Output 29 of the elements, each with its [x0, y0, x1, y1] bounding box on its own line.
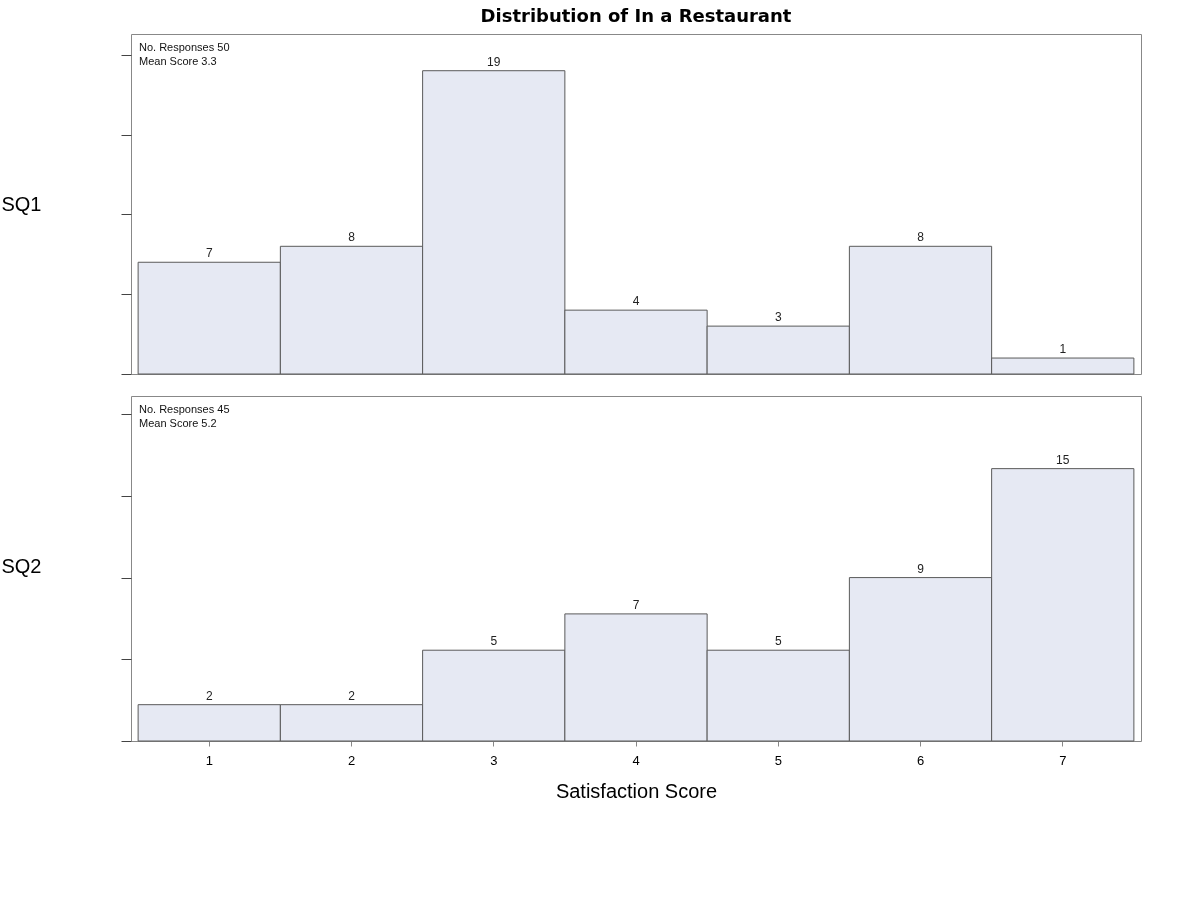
- x-tick-label: 3: [490, 752, 498, 768]
- data-label: 2: [348, 688, 356, 703]
- data-label: 9: [917, 561, 925, 576]
- chart-title: Distribution of In a Restaurant: [480, 5, 792, 26]
- data-label: 7: [632, 597, 640, 612]
- x-tick-label: 6: [916, 752, 925, 768]
- data-label: 15: [1056, 452, 1070, 467]
- data-label: 1: [1059, 342, 1067, 357]
- annotation: No. Responses 45: [139, 403, 230, 415]
- y-axis-title: SQ2: [1, 554, 42, 577]
- y-axis-title: SQ1: [1, 192, 42, 215]
- data-label: 8: [917, 230, 925, 245]
- annotation: No. Responses 50: [139, 41, 230, 53]
- x-tick-label: 4: [632, 752, 640, 768]
- x-tick-label: 2: [347, 752, 356, 768]
- data-label: 3: [774, 310, 782, 325]
- data-label: 2: [205, 688, 213, 703]
- x-tick-label: 1: [205, 752, 213, 768]
- data-label: 5: [774, 634, 782, 649]
- data-label: 8: [348, 230, 356, 245]
- data-label: 5: [490, 634, 498, 649]
- annotation: Mean Score 3.3: [139, 55, 217, 67]
- x-tick-label: 7: [1059, 752, 1067, 768]
- annotation: Mean Score 5.2: [139, 417, 217, 429]
- x-axis-title: Satisfaction Score: [555, 779, 718, 802]
- x-tick-label: 5: [774, 752, 782, 768]
- data-label: 19: [487, 54, 501, 69]
- data-label: 4: [632, 294, 640, 309]
- data-label: 7: [205, 246, 213, 261]
